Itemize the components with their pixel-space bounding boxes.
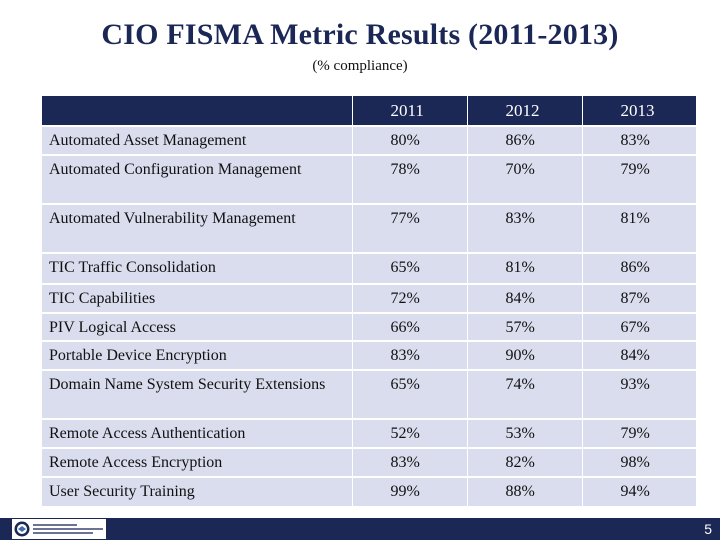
logo-wordmark: [33, 524, 103, 534]
row-label: Remote Access Encryption: [42, 447, 353, 477]
footer-bar: [0, 518, 720, 540]
cell-value: 52%: [352, 418, 468, 448]
cell-value: 99%: [352, 476, 468, 506]
cell-value: 79%: [582, 154, 696, 204]
row-label: TIC Capabilities: [42, 283, 353, 313]
cell-value: 83%: [352, 340, 468, 370]
table-header-row: 2011 2012 2013: [42, 96, 696, 126]
cell-value: 87%: [582, 283, 696, 313]
row-label: PIV Logical Access: [42, 312, 353, 341]
cell-value: 78%: [352, 154, 468, 204]
cell-value: 70%: [467, 154, 583, 204]
table-row: Remote Access Authentication 52% 53% 79%: [42, 418, 696, 448]
cell-value: 77%: [352, 203, 468, 253]
cell-value: 94%: [582, 476, 696, 506]
cell-value: 98%: [582, 447, 696, 477]
table-row: Domain Name System Security Extensions 6…: [42, 369, 696, 419]
table-row: Automated Configuration Management 78% 7…: [42, 154, 696, 204]
row-label: Automated Asset Management: [42, 125, 353, 155]
row-label: Portable Device Encryption: [42, 340, 353, 370]
cell-value: 88%: [467, 476, 583, 506]
cell-value: 90%: [467, 340, 583, 370]
cell-value: 83%: [467, 203, 583, 253]
table-row: TIC Traffic Consolidation 65% 81% 86%: [42, 252, 696, 284]
slide-title: CIO FISMA Metric Results (2011-2013): [101, 18, 619, 51]
row-label: Automated Configuration Management: [42, 154, 353, 204]
row-label: TIC Traffic Consolidation: [42, 252, 353, 284]
cell-value: 74%: [467, 369, 583, 419]
cell-value: 81%: [467, 252, 583, 284]
table-row: PIV Logical Access 66% 57% 67%: [42, 312, 696, 341]
cell-value: 53%: [467, 418, 583, 448]
cell-value: 82%: [467, 447, 583, 477]
cell-value: 86%: [467, 125, 583, 155]
column-header-2012: 2012: [467, 96, 583, 126]
cell-value: 66%: [352, 312, 468, 341]
cell-value: 83%: [582, 125, 696, 155]
column-header-2013: 2013: [582, 96, 696, 126]
cell-value: 81%: [582, 203, 696, 253]
slide-subtitle: (% compliance): [312, 58, 408, 74]
row-label: User Security Training: [42, 476, 353, 506]
cell-value: 65%: [352, 252, 468, 284]
cell-value: 65%: [352, 369, 468, 419]
table-row: Remote Access Encryption 83% 82% 98%: [42, 447, 696, 477]
cell-value: 84%: [467, 283, 583, 313]
row-label: Domain Name System Security Extensions: [42, 369, 353, 419]
column-header-label: [42, 96, 353, 126]
metrics-table: 2011 2012 2013 Automated Asset Managemen…: [42, 96, 696, 506]
cell-value: 84%: [582, 340, 696, 370]
cell-value: 72%: [352, 283, 468, 313]
table-row: Automated Asset Management 80% 86% 83%: [42, 125, 696, 155]
cell-value: 86%: [582, 252, 696, 284]
cell-value: 93%: [582, 369, 696, 419]
table-row: Portable Device Encryption 83% 90% 84%: [42, 340, 696, 370]
cell-value: 79%: [582, 418, 696, 448]
table-row: TIC Capabilities 72% 84% 87%: [42, 283, 696, 313]
page-number: 5: [704, 521, 712, 537]
agency-logo: [12, 519, 106, 539]
row-label: Automated Vulnerability Management: [42, 203, 353, 253]
cell-value: 67%: [582, 312, 696, 341]
cell-value: 83%: [352, 447, 468, 477]
table-row: Automated Vulnerability Management 77% 8…: [42, 203, 696, 253]
cell-value: 57%: [467, 312, 583, 341]
dhs-seal-icon: [14, 521, 30, 537]
column-header-2011: 2011: [352, 96, 468, 126]
cell-value: 80%: [352, 125, 468, 155]
row-label: Remote Access Authentication: [42, 418, 353, 448]
table-row: User Security Training 99% 88% 94%: [42, 476, 696, 506]
